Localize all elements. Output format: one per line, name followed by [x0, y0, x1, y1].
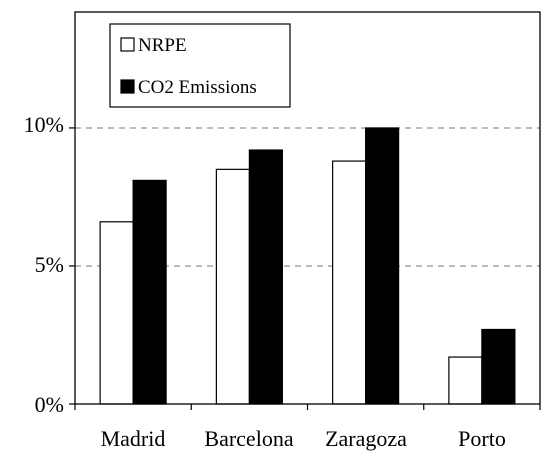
y-tick-label-0: 0%: [35, 392, 64, 417]
bar-madrid-co2-emissions: [132, 179, 167, 405]
y-tick-label-group: 10% 5% 0%: [24, 112, 64, 417]
x-tick-label-zaragoza: Zaragoza: [325, 426, 407, 451]
bar-zaragoza-nrpe: [332, 160, 367, 405]
legend-label-co2-emissions: CO2 Emissions: [138, 77, 257, 98]
legend: NRPE CO2 Emissions: [109, 23, 291, 108]
x-tick-label-madrid: Madrid: [101, 426, 166, 451]
x-tick-label-group: Madrid Barcelona Zaragoza Porto: [101, 426, 506, 451]
bar-zaragoza-co2-emissions: [365, 127, 400, 405]
legend-box: [109, 23, 291, 108]
bar-porto-co2-emissions: [481, 328, 516, 405]
x-tick-label-porto: Porto: [458, 426, 506, 451]
bars: [99, 127, 516, 405]
x-tick-label-barcelona: Barcelona: [204, 426, 293, 451]
bar-madrid-nrpe: [99, 221, 134, 405]
y-tick-label-5: 5%: [35, 252, 64, 277]
legend-swatch-nrpe: [120, 37, 135, 52]
bar-barcelona-co2-emissions: [248, 149, 283, 405]
bar-barcelona-nrpe: [215, 168, 250, 405]
bar-porto-nrpe: [448, 356, 483, 405]
legend-label-nrpe: NRPE: [138, 35, 187, 56]
y-tick-label-10: 10%: [24, 112, 64, 137]
axis-ticks: [69, 127, 541, 410]
legend-swatch-co2: [120, 79, 135, 94]
